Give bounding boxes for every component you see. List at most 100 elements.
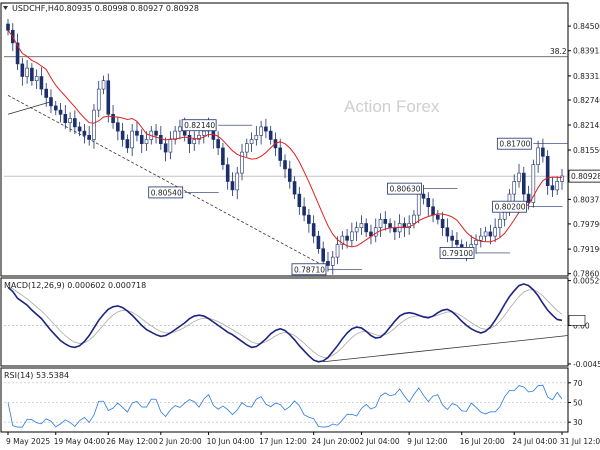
candle-body	[450, 235, 454, 241]
price-annotation-label: 0.80200	[495, 203, 526, 212]
candle-body	[82, 130, 87, 136]
candle-body	[526, 193, 531, 203]
time-tick-label: 24 Jun 20:00	[312, 437, 360, 446]
macd-tick-label: -0.004557	[573, 360, 600, 369]
candle-body	[68, 118, 72, 123]
macd-signal-line	[7, 286, 563, 358]
price-tick-label: 0.78605	[573, 270, 600, 279]
candle-body	[545, 156, 550, 187]
current-price-label: 0.80928	[571, 172, 600, 181]
candle-body	[225, 164, 230, 182]
price-tick-label: 0.83915	[573, 47, 600, 56]
candle-body	[364, 223, 368, 233]
candle-body	[25, 67, 29, 77]
time-tick-label: 2 Jun 20:00	[159, 437, 202, 446]
rsi-label: RSI(14) 53.5384	[4, 371, 69, 380]
chart-header-ohlc: 0.80935 0.80998 0.80927 0.80928	[59, 4, 199, 13]
candle-body	[268, 130, 273, 140]
candle-body	[297, 193, 302, 208]
candle-body	[393, 227, 397, 233]
time-tick-label: 26 May 12:00	[106, 437, 158, 446]
price-tick-label: 0.83315	[573, 72, 600, 81]
candle-body	[168, 139, 173, 153]
time-tick-label: 16 Jul 20:00	[460, 437, 505, 446]
candle-body	[192, 139, 197, 144]
candle-body	[373, 227, 378, 237]
candle-body	[416, 193, 421, 216]
panel-frames	[0, 2, 569, 433]
candle-body	[106, 80, 111, 115]
candle-body	[431, 206, 435, 216]
candle-body	[30, 67, 34, 81]
candle-body	[388, 223, 392, 228]
price-annotation-box	[496, 137, 532, 150]
candle-body	[173, 130, 177, 140]
dashed-trendline	[7, 95, 324, 266]
candle-body	[101, 80, 106, 90]
price-annotation-label: 0.82140	[184, 121, 215, 130]
candle-body	[254, 135, 259, 140]
rsi-tick-label: 50	[573, 398, 583, 407]
price-annotation-box	[387, 182, 422, 195]
macd-tick-label: 0.00	[573, 321, 590, 330]
price-annotation-label: 0.78710	[294, 265, 325, 274]
candle-body	[302, 206, 306, 216]
candle-body	[436, 214, 440, 220]
candle-body	[159, 135, 163, 145]
time-tick-label: 17 Jun 12:00	[259, 437, 307, 446]
candle-body	[87, 135, 91, 140]
macd-panel	[4, 283, 569, 363]
candle-body	[34, 76, 39, 81]
candle-body	[498, 219, 502, 229]
candle-body	[53, 105, 58, 111]
candle-body	[517, 172, 521, 182]
candle-body	[541, 147, 545, 157]
candle-body	[58, 109, 63, 115]
time-tick-label: 9 May 2025	[6, 437, 50, 446]
candle-body	[73, 118, 77, 128]
candle-body	[383, 219, 388, 224]
candle-body	[521, 172, 526, 195]
candle-body	[354, 227, 359, 233]
candle-body	[493, 227, 497, 237]
candle-body	[197, 135, 201, 140]
candle-body	[202, 130, 206, 136]
candle-body	[6, 23, 10, 31]
rsi-tick-label: 30	[573, 418, 583, 427]
candle-body	[512, 181, 517, 195]
candle-body	[163, 143, 168, 153]
candle-body	[412, 214, 416, 224]
header-dropdown-icon[interactable]	[3, 6, 8, 10]
candle-body	[221, 147, 225, 165]
time-tick-label: 10 Jun 04:00	[207, 437, 255, 446]
candle-body	[20, 63, 25, 77]
candle-body	[350, 231, 354, 241]
candle-body	[63, 114, 68, 124]
candle-body	[326, 260, 330, 266]
candle-body	[278, 147, 283, 161]
candle-body	[345, 235, 349, 241]
time-tick-label: 31 Jul 12:00	[560, 437, 600, 446]
price-annotation-label: 0.80630	[390, 185, 421, 194]
macd-line	[7, 283, 563, 363]
short-trendline	[7, 101, 52, 115]
price-tick-label: 0.80375	[573, 195, 600, 204]
candle-body	[154, 130, 158, 136]
rsi-panel-frame	[0, 367, 569, 433]
macd-tick-label: 0.00529	[573, 277, 600, 286]
candle-body	[130, 130, 134, 149]
candle-body	[283, 160, 287, 170]
candle-body	[316, 235, 321, 250]
rsi-line	[7, 384, 563, 428]
candle-body	[455, 240, 459, 245]
candle-body	[244, 143, 249, 153]
candle-body	[77, 126, 82, 132]
price-annotation-box	[181, 119, 217, 132]
candle-body	[230, 181, 235, 191]
candle-body	[144, 139, 149, 144]
price-panel-frame	[0, 2, 569, 277]
